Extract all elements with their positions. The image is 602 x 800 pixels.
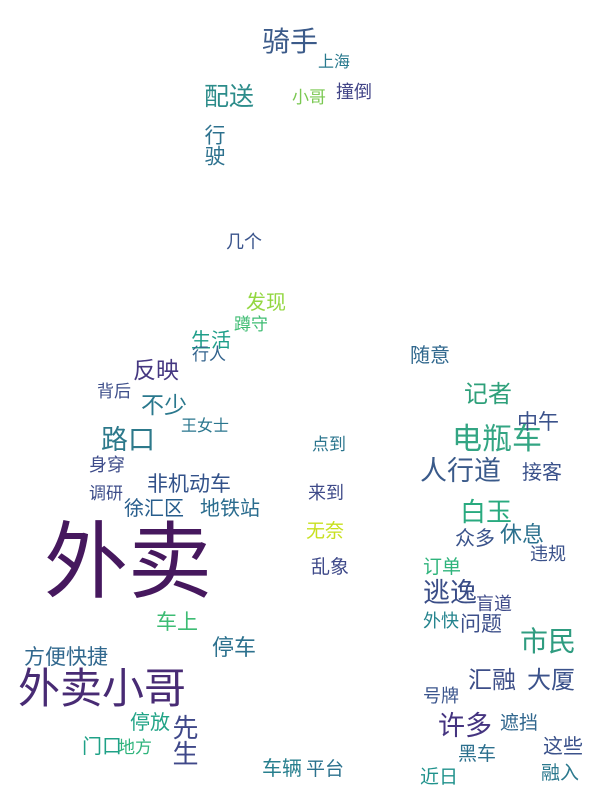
word: 黑车 <box>458 743 497 765</box>
word: 逃逸 <box>423 578 477 609</box>
word: 订单 <box>423 556 462 578</box>
word: 不少 <box>141 393 187 419</box>
word: 小哥 <box>292 88 326 108</box>
word: 近日 <box>420 766 459 788</box>
word: 无奈 <box>306 520 345 542</box>
word: 配送 <box>204 82 255 111</box>
word: 外快 <box>423 611 459 632</box>
word: 王女士 <box>181 416 230 435</box>
word: 这些 <box>543 734 583 758</box>
word: 中午 <box>517 410 559 434</box>
word: 门口 <box>82 734 122 758</box>
word: 大厦 <box>527 666 575 694</box>
word: 乱象 <box>311 556 350 578</box>
word: 地方 <box>118 738 152 758</box>
word: 问题 <box>460 612 502 636</box>
word: 地铁站 <box>200 496 260 520</box>
word: 身穿 <box>89 455 125 476</box>
word: 休息 <box>500 523 545 548</box>
word: 来到 <box>308 483 344 504</box>
word: 生活 <box>191 328 231 352</box>
word: 行驶 <box>202 124 226 166</box>
word: 点到 <box>312 435 346 455</box>
word: 融入 <box>541 762 580 784</box>
word: 平台 <box>306 758 345 780</box>
word: 上海 <box>318 52 351 71</box>
word: 违规 <box>530 544 566 565</box>
word: 车辆 <box>262 756 302 780</box>
word: 骑手 <box>262 25 319 58</box>
word: 调研 <box>89 484 123 504</box>
word: 车上 <box>156 610 198 634</box>
word: 外卖小哥 <box>18 664 187 713</box>
word: 众多 <box>455 526 495 550</box>
word: 撞倒 <box>336 82 372 103</box>
word: 几个 <box>226 232 262 253</box>
word: 反映 <box>133 358 179 384</box>
word: 发现 <box>246 290 286 314</box>
word: 行人 <box>192 345 226 365</box>
word: 电瓶车 <box>452 422 542 457</box>
word: 背后 <box>97 382 131 402</box>
word: 遮挡 <box>500 712 539 734</box>
word: 汇融 <box>468 666 516 694</box>
word: 号牌 <box>423 686 459 707</box>
word: 外卖 <box>44 513 213 611</box>
word: 市民 <box>520 625 577 658</box>
word: 接客 <box>522 460 562 484</box>
word: 停放 <box>130 710 170 734</box>
word: 人行道 <box>420 456 501 487</box>
word: 白玉 <box>460 498 513 528</box>
word: 随意 <box>410 343 450 367</box>
word: 非机动车 <box>147 472 231 496</box>
word: 先生 <box>168 714 198 766</box>
word: 许多 <box>438 711 492 742</box>
word: 路口 <box>101 425 155 456</box>
word: 蹲守 <box>234 315 268 335</box>
word: 停车 <box>212 636 257 661</box>
word: 方便快捷 <box>24 645 108 669</box>
word: 徐汇区 <box>124 496 184 520</box>
word: 盲道 <box>476 594 512 615</box>
word: 记者 <box>464 380 512 408</box>
